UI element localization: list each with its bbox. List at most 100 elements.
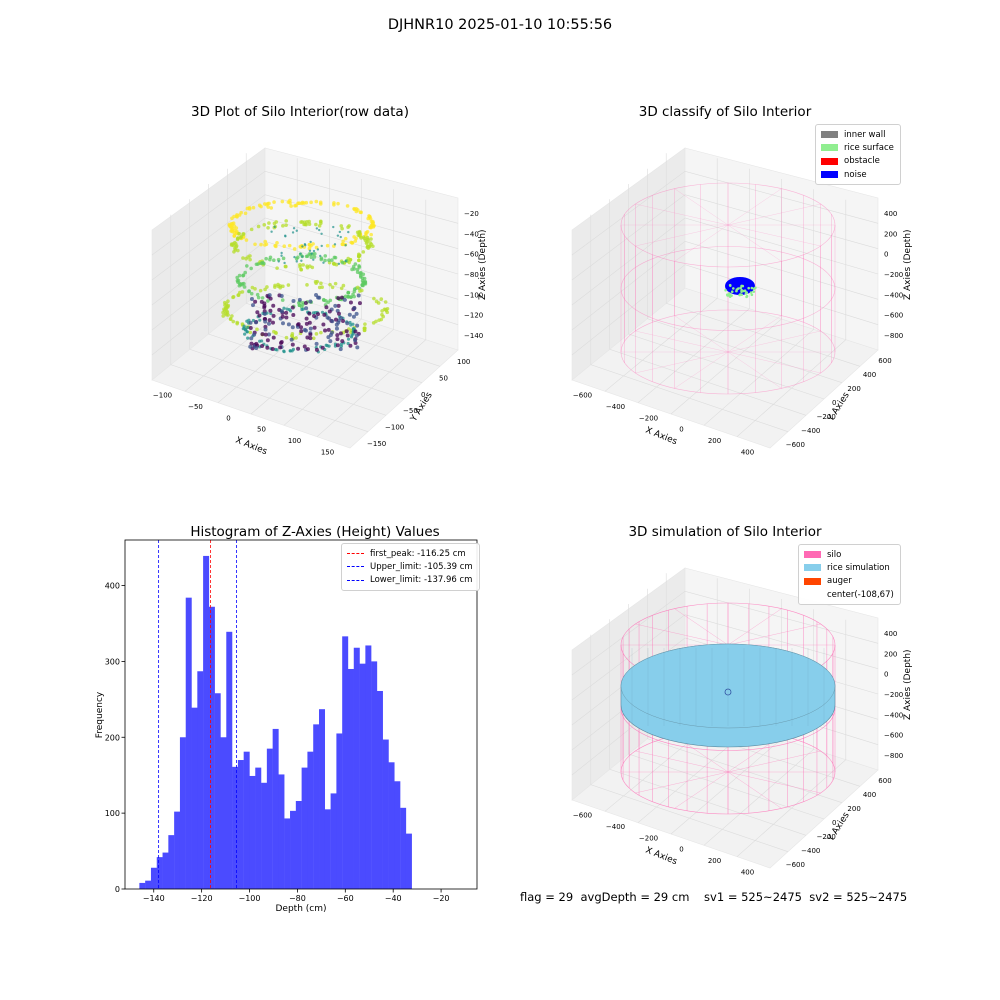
rice-surface-point [724,288,727,292]
raw-point [260,260,265,265]
histogram-x-tick-label: −120 [191,894,213,903]
z-tick-label: −80 [464,271,479,279]
axes-gridline [703,189,814,426]
axes-gridline [647,168,843,383]
raw-point [257,313,262,318]
histogram-bar [261,782,268,889]
rice-surface-point [738,293,741,297]
z-tick-label: −800 [884,332,903,340]
raw-point [231,242,235,246]
raw-point [224,312,229,317]
raw-point [280,321,285,326]
raw-point [346,295,351,299]
raw-point [286,283,291,287]
silo-wire-spoke [674,224,729,262]
raw-point [287,308,291,312]
rice-surface-point [728,292,731,295]
raw-point [266,321,271,326]
raw-point [308,299,313,304]
raw-point [248,344,253,349]
raw-point [372,296,376,301]
raw-point [246,325,250,330]
raw-point [262,202,267,206]
raw-point [305,347,310,352]
raw-point [263,327,268,332]
rice-surface-point [740,288,743,292]
legend-label: noise [844,169,867,180]
legend-label: center(-108,67) [827,589,894,600]
histogram-x-tick-label: −40 [385,894,402,903]
x-tick-label: −200 [639,414,658,422]
x-tick-label: 400 [741,868,754,876]
raw-point [314,341,319,346]
raw-point [311,336,316,341]
raw-point [330,258,334,262]
raw-point [333,303,338,308]
raw-point [230,229,235,234]
histogram-bar [150,867,157,889]
raw-point [268,296,273,301]
y-tick-label: −200 [817,413,836,421]
axes-gridline [245,153,441,367]
raw-point [265,338,270,343]
raw-point [271,303,276,308]
raw-point [277,260,280,263]
silo-wire-spoke [727,351,782,389]
raw-point [289,204,293,208]
raw-point [383,300,388,304]
raw-point [256,295,261,300]
silo-wire-spoke [727,224,821,247]
raw-point [340,226,344,231]
raw-point [351,292,355,297]
raw-point [284,234,287,237]
legend-label: first_peak: -116.25 cm [370,548,466,559]
raw-point [299,252,302,255]
histogram-bar [249,775,256,889]
x-tick-label: −100 [153,392,172,400]
raw-point [355,208,360,212]
raw-point [284,315,289,320]
raw-point [312,314,317,319]
y-tick-label: 0 [421,391,425,399]
raw-point [358,289,362,293]
raw-point [224,307,228,311]
raw-point [279,339,284,344]
raw-point [242,285,247,289]
raw-point [359,236,363,240]
raw-point [266,332,271,337]
raw-point [284,223,288,227]
raw-point [347,260,352,265]
raw-point [322,261,325,264]
y-tick-label: 400 [863,791,876,799]
raw-point [308,336,313,341]
z-tick-label: −200 [884,691,903,699]
raw-point [267,318,272,323]
raw-point [307,222,312,227]
histogram-bar [353,647,360,889]
raw-point [296,301,301,305]
raw-point [380,309,384,313]
classify-y-axis-label: Y Axies [826,390,852,424]
histogram-bar [388,762,395,889]
simulation-plot-title: 3D simulation of Silo Interior [628,524,822,540]
raw-point [249,341,254,346]
raw-point [231,294,236,299]
raw-point [222,300,227,305]
z-tick-label: −600 [884,732,903,740]
raw-point [271,335,276,340]
raw-point [328,332,333,337]
raw-point [326,327,331,332]
histogram-bar [145,880,152,889]
raw-point [239,234,244,239]
raw-point [323,328,328,333]
histogram-bar [365,645,372,889]
raw-point [263,319,268,324]
raw-point [248,257,252,262]
histogram-y-tick-label: 300 [105,657,120,666]
raw-point [355,323,360,328]
histogram-bar [191,707,198,889]
y-tick-label: 200 [847,805,860,813]
raw-point [262,223,267,227]
raw-point [324,305,329,310]
raw-point [330,319,335,324]
